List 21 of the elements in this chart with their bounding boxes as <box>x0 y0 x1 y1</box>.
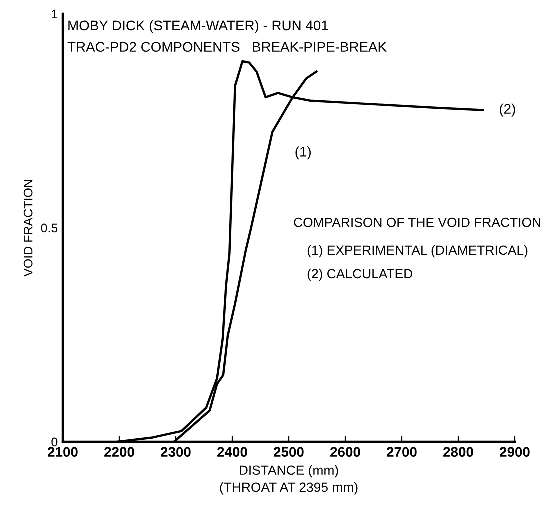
chart-title: MOBY DICK (STEAM-WATER) - RUN 401 <box>68 20 328 34</box>
x-tick-label: 2900 <box>500 447 530 458</box>
annotation: (2) <box>500 104 516 117</box>
x-tick-label: 2700 <box>387 447 417 458</box>
y-tick-label: 0 <box>52 438 58 447</box>
annotation: (2) CALCULATED <box>308 268 413 282</box>
y-tick-label: 1 <box>52 10 58 19</box>
x-tick-label: 2300 <box>161 447 191 458</box>
x-tick-label: 2100 <box>48 447 78 458</box>
annotation: (1) <box>296 146 311 160</box>
text: TRAC-PD2 COMPONENTS BREAK-PIPE-BREAK <box>68 42 387 52</box>
x-axis-title: DISTANCE (mm) (THROAT AT 2395 mm) <box>220 465 358 495</box>
x-tick-label: 2200 <box>104 447 134 458</box>
x-tick-label: 2600 <box>330 447 360 458</box>
x-tick-label: 2800 <box>444 447 474 458</box>
annotation: (1) EXPERIMENTAL (DIAMETRICAL) <box>308 245 528 258</box>
y-tick-label: 0.5 <box>41 224 58 233</box>
annotation: COMPARISON OF THE VOID FRACTION <box>294 218 540 228</box>
x-tick-label: 2500 <box>274 447 304 458</box>
x-tick-label: 2400 <box>218 447 248 458</box>
y-axis-title: VOID FRACTION <box>24 180 33 277</box>
